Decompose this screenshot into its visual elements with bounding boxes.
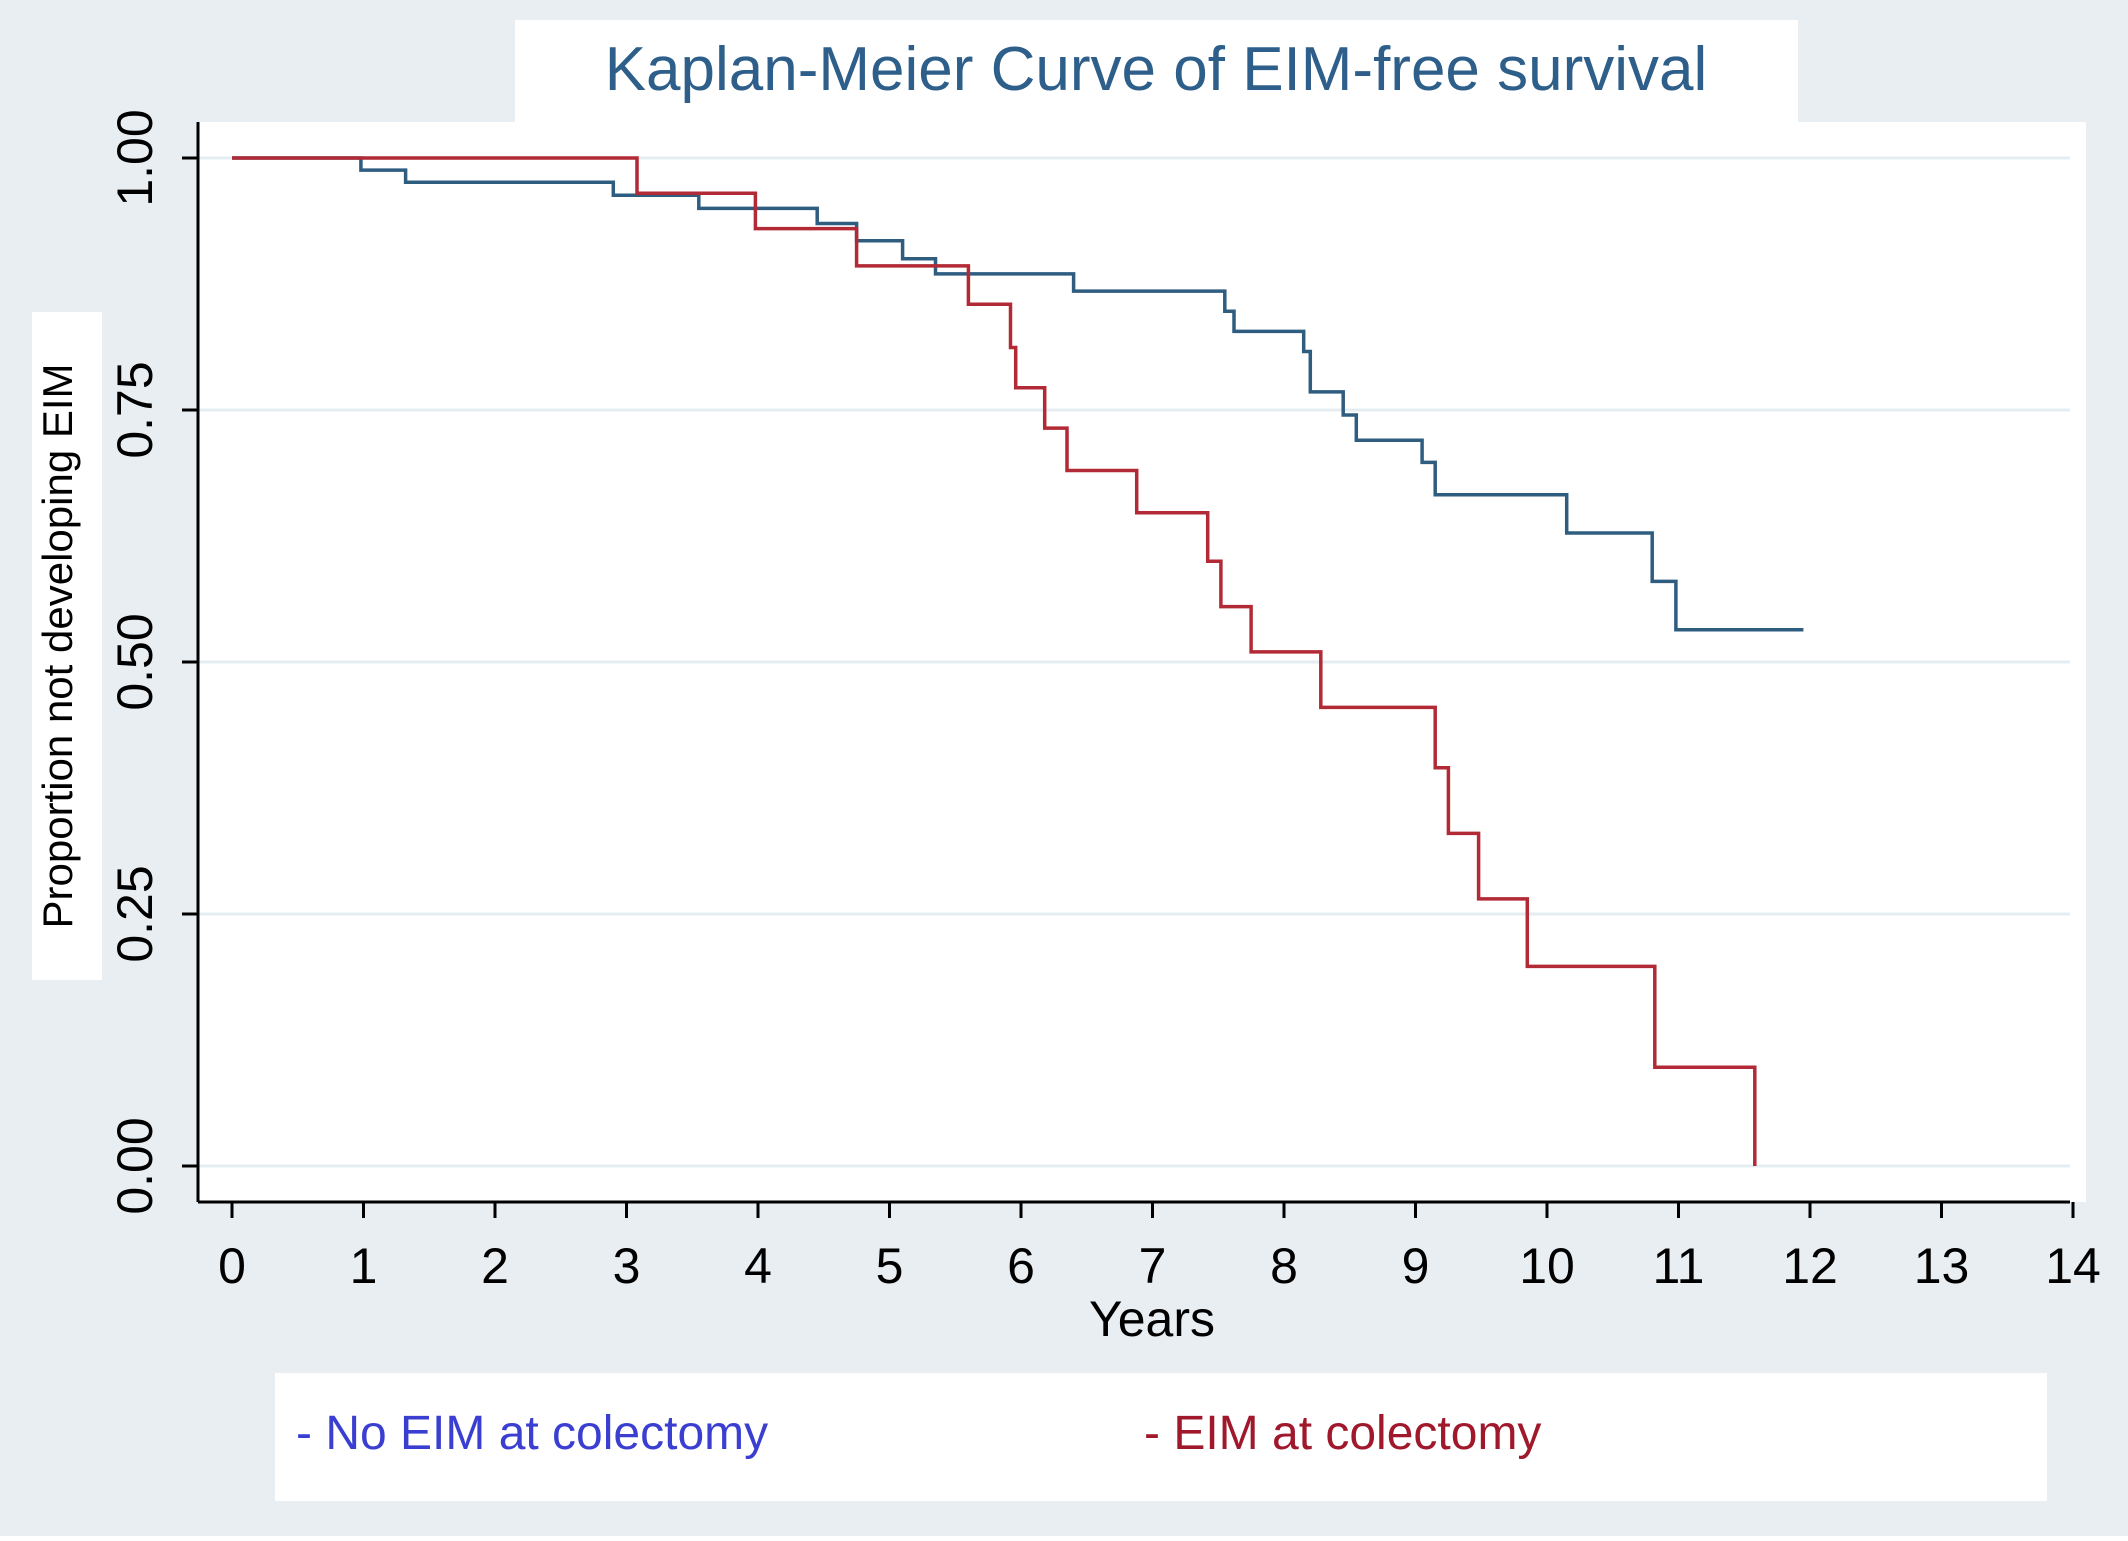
y-tick-label: 0.50 xyxy=(107,613,163,710)
x-tick-label: 7 xyxy=(1139,1238,1167,1294)
x-tick-label: 0 xyxy=(218,1238,246,1294)
x-tick-label: 8 xyxy=(1270,1238,1298,1294)
x-tick-label: 5 xyxy=(876,1238,904,1294)
legend-box xyxy=(275,1373,2047,1501)
x-tick-label: 9 xyxy=(1402,1238,1430,1294)
y-tick-label: 0.25 xyxy=(107,865,163,962)
x-tick-label: 12 xyxy=(1782,1238,1838,1294)
y-tick-label: 0.75 xyxy=(107,361,163,458)
y-axis-label: Proportion not developing EIM xyxy=(34,363,81,928)
x-tick-label: 4 xyxy=(744,1238,772,1294)
y-axis-ticks: 0.00 0.25 0.50 0.75 1.00 xyxy=(107,109,198,1215)
survival-curves xyxy=(232,156,1804,1166)
x-tick-label: 13 xyxy=(1914,1238,1970,1294)
series-line-eim xyxy=(232,156,1757,1166)
x-tick-label: 6 xyxy=(1007,1238,1035,1294)
y-tick-label: 0.00 xyxy=(107,1117,163,1214)
legend-entry-no-eim: - No EIM at colectomy xyxy=(296,1407,768,1460)
x-tick-label: 10 xyxy=(1519,1238,1575,1294)
x-tick-label: 2 xyxy=(481,1238,509,1294)
x-tick-label: 3 xyxy=(613,1238,641,1294)
title-box xyxy=(515,20,1798,122)
x-tick-label: 11 xyxy=(1653,1238,1705,1294)
legend-entry-eim: - EIM at colectomy xyxy=(1144,1407,1541,1460)
y-tick-label: 1.00 xyxy=(107,109,163,206)
ylabel-box xyxy=(32,312,102,980)
x-tick-label: 1 xyxy=(350,1238,378,1294)
x-tick-label: 14 xyxy=(2045,1238,2101,1294)
x-axis-label: Years xyxy=(1089,1291,1215,1347)
chart-title: Kaplan-Meier Curve of EIM-free survival xyxy=(605,35,1708,104)
x-axis-ticks: 0 1 2 3 4 5 6 7 8 9 10 11 12 13 14 xyxy=(218,1202,2101,1294)
series-line-no-eim xyxy=(232,156,1804,632)
